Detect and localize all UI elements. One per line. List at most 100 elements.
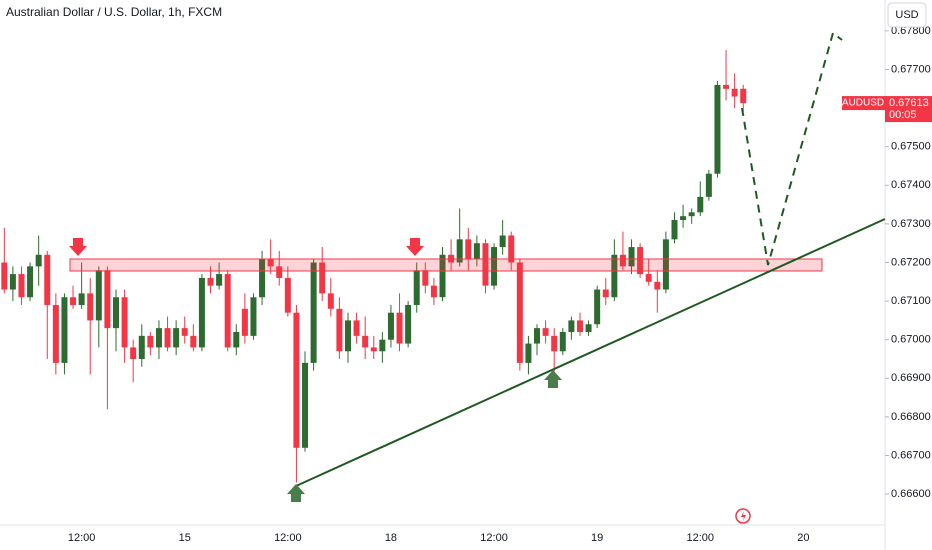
- candle-body: [740, 88, 747, 104]
- currency-label: USD: [895, 9, 918, 21]
- candle-body: [456, 239, 463, 263]
- candle-body: [18, 274, 25, 298]
- candle-body: [302, 362, 309, 448]
- x-tick-label: 12:00: [274, 532, 302, 544]
- y-tick-label: 0.66900: [891, 372, 931, 384]
- candle-body: [405, 304, 412, 344]
- candle-body: [551, 335, 558, 352]
- candle-body: [190, 335, 197, 348]
- x-tick-label: 12:00: [687, 532, 715, 544]
- candle-body: [508, 235, 515, 263]
- candle-body: [95, 270, 102, 321]
- candle-body: [430, 285, 437, 298]
- y-tick-label: 0.67200: [891, 256, 931, 268]
- last-price-tag: AUDUSD 0.67613 00:05: [842, 96, 932, 123]
- candle-body: [104, 270, 111, 329]
- candle-body: [637, 247, 644, 275]
- chart-title: Australian Dollar / U.S. Dollar, 1h, FXC…: [6, 5, 222, 19]
- candle-body: [568, 320, 575, 332]
- x-tick-label: 15: [179, 532, 191, 544]
- y-tick-label: 0.67700: [891, 63, 931, 75]
- candle-body: [379, 339, 386, 352]
- x-tick-label: 20: [797, 532, 809, 544]
- candle-body: [310, 262, 317, 363]
- candle-body: [387, 312, 394, 340]
- symbol-tag: [842, 96, 885, 111]
- candle-body: [413, 270, 420, 305]
- candle-body: [112, 297, 119, 329]
- candle-body: [121, 297, 128, 348]
- candle-body: [714, 84, 721, 174]
- candle-body: [619, 254, 626, 267]
- candle-body: [344, 320, 351, 352]
- candle-body: [250, 297, 257, 336]
- candle-body: [594, 289, 601, 325]
- candles: [1, 50, 747, 483]
- candle-body: [216, 274, 223, 286]
- y-tick-label: 0.67400: [891, 179, 931, 191]
- symbol-label: AUDUSD: [842, 98, 884, 109]
- candle-body: [327, 293, 334, 309]
- candle-body: [198, 277, 205, 348]
- candle-body: [61, 297, 68, 363]
- candle-body: [284, 277, 291, 313]
- candle-body: [671, 220, 678, 240]
- x-tick-label: 19: [591, 532, 603, 544]
- candle-body: [27, 266, 34, 298]
- candle-body: [1, 262, 8, 290]
- candle-body: [654, 281, 661, 290]
- candle-body: [662, 239, 669, 290]
- x-tick-label: 12:00: [68, 532, 96, 544]
- up-arrow: [544, 370, 562, 388]
- y-tick-label: 0.67500: [891, 141, 931, 153]
- candle-body: [207, 277, 214, 286]
- candle-body: [439, 254, 446, 298]
- y-tick-label: 0.66800: [891, 411, 931, 423]
- candle-body: [499, 235, 506, 248]
- y-tick-label: 0.67300: [891, 218, 931, 230]
- candle-body: [611, 254, 618, 298]
- down-arrow: [69, 238, 87, 256]
- candle-body: [130, 347, 137, 360]
- y-tick-label: 0.67000: [891, 334, 931, 346]
- event-icon[interactable]: [735, 508, 751, 524]
- candle-body: [164, 328, 171, 348]
- y-tick-label: 0.67100: [891, 295, 931, 307]
- candle-body: [52, 304, 59, 363]
- candle-body: [516, 262, 523, 363]
- candle-body: [87, 293, 94, 321]
- x-tick-label: 12:00: [480, 532, 508, 544]
- candle-body: [559, 331, 566, 352]
- trend-line: [295, 218, 886, 487]
- candle-body: [233, 331, 240, 348]
- price-tag: [885, 96, 932, 123]
- candle-body: [259, 258, 266, 298]
- up-arrow: [287, 484, 305, 502]
- candle-body: [78, 293, 85, 305]
- countdown-label: 00:05: [889, 109, 917, 121]
- candle-body: [688, 212, 695, 217]
- candle-body: [293, 312, 300, 448]
- candle-body: [396, 312, 403, 344]
- candle-body: [353, 320, 360, 336]
- event-icon-bolt: [741, 511, 746, 521]
- candle-body: [525, 343, 532, 363]
- candle-body: [628, 247, 635, 267]
- candle-body: [422, 270, 429, 286]
- currency-button[interactable]: [887, 2, 927, 28]
- y-tick-label: 0.66600: [891, 488, 931, 500]
- resistance-zone: [69, 258, 823, 272]
- candle-body: [370, 347, 377, 352]
- candle-body: [465, 239, 472, 259]
- x-tick-label: 18: [385, 532, 397, 544]
- candle-body: [319, 262, 326, 294]
- candle-body: [138, 335, 145, 360]
- candle-body: [44, 254, 51, 305]
- last-price-label: 0.67613: [889, 97, 929, 109]
- candle-body: [576, 320, 583, 332]
- candle-body: [276, 266, 283, 278]
- candle-body: [731, 88, 738, 97]
- candle-body: [473, 243, 480, 259]
- candle-body: [9, 274, 16, 290]
